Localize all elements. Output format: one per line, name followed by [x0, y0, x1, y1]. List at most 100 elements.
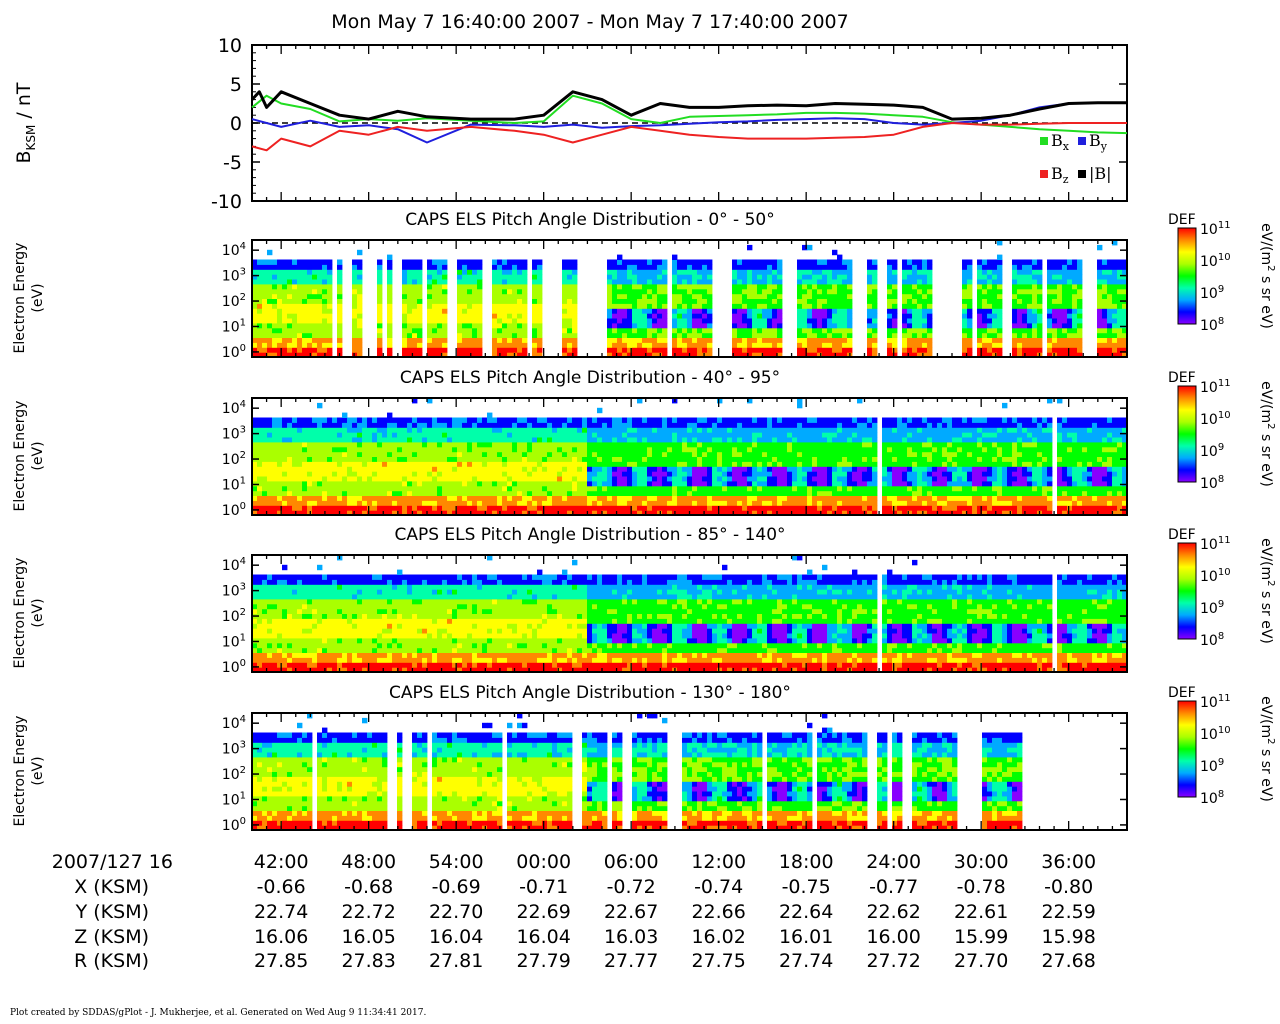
- spectrogram-cell: [642, 466, 648, 472]
- spectrogram-cell: [572, 337, 578, 343]
- spectrogram-cell: [267, 249, 273, 256]
- spectrogram-cell: [307, 274, 313, 280]
- spectrogram-cell: [812, 303, 818, 309]
- spectrogram-cell: [517, 283, 523, 290]
- spectrogram-cell: [252, 352, 258, 358]
- spectrogram-cell: [267, 308, 273, 314]
- spectrogram-cell: [687, 308, 693, 314]
- spectrogram-cell: [1047, 269, 1053, 275]
- spectrogram-cell: [812, 495, 818, 501]
- spectrogram-cell: [517, 505, 523, 511]
- spectrogram-cell: [437, 269, 443, 275]
- spectrogram-cell: [412, 500, 418, 506]
- spectrogram-cell: [522, 352, 528, 358]
- spectrogram-cell: [257, 318, 263, 324]
- spectrogram-cell: [462, 322, 468, 329]
- spectrogram-cell: [732, 485, 738, 492]
- spectrogram-cell: [757, 476, 763, 482]
- spectrogram-cell: [1022, 347, 1028, 353]
- spectrogram-cell: [1047, 337, 1053, 343]
- spectrogram-cell: [507, 279, 513, 285]
- spectrogram-cell: [592, 495, 598, 501]
- spectrogram-cell: [522, 288, 528, 295]
- spectrogram-cell: [517, 332, 523, 338]
- spectrogram-cell: [747, 337, 753, 343]
- spectrogram-cell: [257, 417, 263, 423]
- spectrogram-cell: [812, 471, 818, 477]
- spectrogram-cell: [822, 490, 828, 496]
- spectrogram-cell: [292, 279, 298, 285]
- spectrogram-cell: [322, 485, 328, 492]
- spectrogram-cell: [347, 471, 353, 477]
- spectrogram-cell: [787, 427, 793, 433]
- spectrogram-cell: [782, 505, 788, 511]
- spectrogram-cell: [687, 490, 693, 496]
- spectrogram-cell: [517, 337, 523, 343]
- spectrogram-cell: [637, 446, 643, 453]
- spectrogram-cell: [572, 318, 578, 324]
- spectrogram-cell: [1057, 283, 1063, 290]
- spectrogram-cell: [652, 293, 658, 299]
- spectrogram-cell: [362, 427, 368, 433]
- spectrogram-cell: [487, 412, 493, 418]
- spectrogram-cell: [427, 352, 433, 358]
- spectrogram-cell: [472, 417, 478, 423]
- spectrogram-cell: [727, 505, 733, 511]
- spectrogram-cell: [912, 352, 918, 358]
- spectrogram-cell: [1107, 259, 1113, 265]
- spectrogram-cell: [567, 303, 573, 309]
- spectrogram-cell: [622, 342, 628, 348]
- spectrogram-cell: [467, 510, 473, 516]
- spectrogram-cell: [312, 259, 318, 265]
- spectrogram-cell: [282, 422, 288, 428]
- spectrogram-cell: [342, 510, 348, 516]
- spectrogram-cell: [472, 279, 478, 285]
- spectrogram-cell: [417, 283, 423, 290]
- spectrogram-cell: [617, 313, 623, 319]
- spectrogram-cell: [682, 298, 688, 304]
- spectrogram-cell: [442, 279, 448, 285]
- spectrogram-cell: [277, 259, 283, 265]
- spectrogram-cell: [492, 327, 498, 334]
- spectrogram-cell: [307, 456, 313, 462]
- spectrogram-cell: [292, 446, 298, 453]
- spectrogram-cell: [827, 510, 833, 516]
- spectrogram-cell: [782, 427, 788, 433]
- spectrogram-cell: [357, 293, 363, 299]
- spectrogram-cell: [537, 259, 543, 265]
- spectrogram-cell: [692, 313, 698, 319]
- spectrogram-cell: [262, 288, 268, 295]
- spectrogram-cell: [517, 485, 523, 492]
- spectrogram-cell: [1122, 327, 1128, 334]
- spectrogram-cell: [297, 456, 303, 462]
- spectrogram-cell: [572, 451, 578, 457]
- spectrogram-cell: [282, 313, 288, 319]
- spectrogram-cell: [997, 288, 1003, 295]
- spectrogram-cell: [667, 466, 673, 472]
- spectrogram-cell: [1077, 332, 1083, 338]
- spectrogram-cell: [622, 427, 628, 433]
- spectrogram-cell: [432, 327, 438, 334]
- spectrogram-cell: [402, 283, 408, 290]
- spectrogram-cell: [537, 303, 543, 309]
- spectrogram-cell: [927, 347, 933, 353]
- spectrogram-cell: [337, 417, 343, 423]
- spectrogram-cell: [772, 490, 778, 496]
- spectrogram-cell: [642, 298, 648, 304]
- spectrogram-cell: [702, 318, 708, 324]
- spectrogram-cell: [372, 490, 378, 496]
- spectrogram-cell: [417, 461, 423, 467]
- spectrogram-cell: [322, 427, 328, 433]
- spectrogram-cell: [637, 471, 643, 477]
- spectrogram-cell: [557, 417, 563, 423]
- spectrogram-cell: [582, 432, 588, 438]
- spectrogram-cell: [642, 352, 648, 358]
- spectrogram-cell: [652, 327, 658, 334]
- spectrogram-cell: [602, 471, 608, 477]
- spectrogram-cell: [307, 332, 313, 338]
- spectrogram-cell: [837, 342, 843, 348]
- spectrogram-cell: [1097, 332, 1103, 338]
- spectrogram-cell: [692, 283, 698, 290]
- spectrogram-cell: [507, 480, 513, 487]
- spectrogram-cell: [502, 318, 508, 324]
